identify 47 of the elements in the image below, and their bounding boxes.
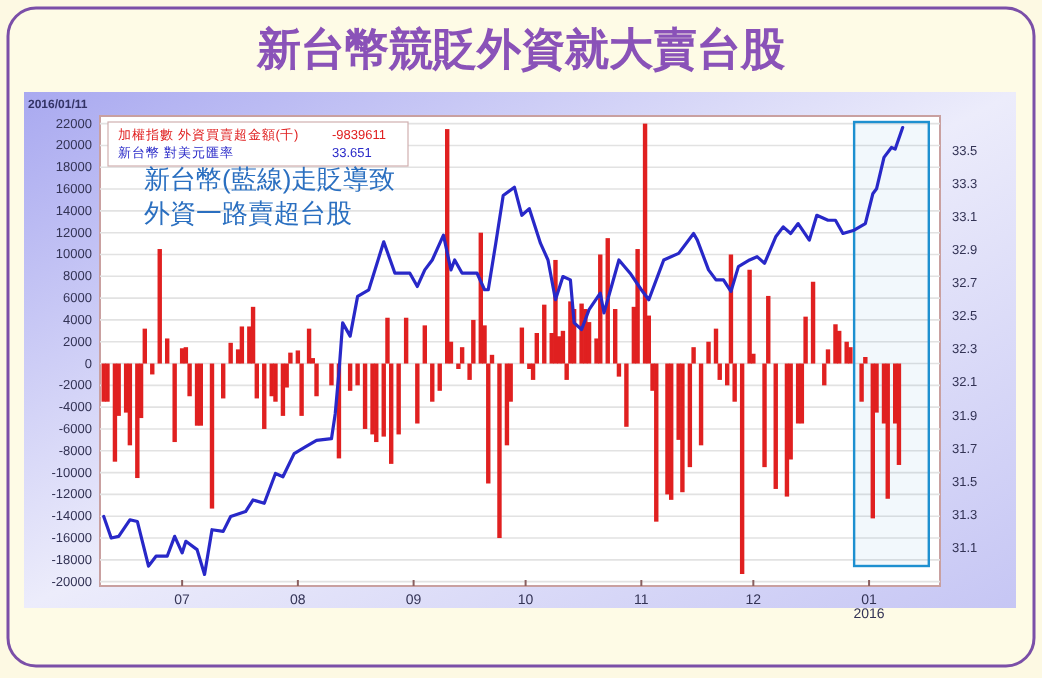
bar	[833, 324, 838, 364]
bar	[403, 317, 409, 364]
bar	[773, 363, 778, 489]
bar	[713, 328, 719, 364]
bar	[624, 363, 629, 427]
bar	[239, 326, 245, 364]
bar	[680, 363, 685, 493]
bar	[747, 269, 752, 364]
bar	[142, 328, 147, 364]
bar	[459, 347, 465, 364]
bar	[194, 363, 200, 426]
bar	[262, 363, 267, 429]
bar	[157, 249, 162, 364]
bar	[430, 363, 435, 402]
bar	[859, 363, 864, 402]
bar	[415, 363, 420, 424]
bar	[172, 363, 177, 443]
bar	[669, 363, 674, 500]
bar	[135, 363, 140, 479]
bar	[228, 342, 233, 364]
bar	[665, 363, 670, 495]
bar	[198, 363, 203, 426]
bar	[422, 325, 427, 364]
annotation: 新台幣(藍線)走貶導致	[144, 164, 396, 194]
bar	[250, 306, 256, 364]
annotation: 外資一路賣超台股	[144, 198, 352, 228]
bar	[810, 281, 816, 364]
bar	[437, 363, 442, 391]
bar	[370, 363, 375, 435]
bar	[314, 363, 319, 397]
bar	[885, 363, 890, 499]
bar	[739, 363, 745, 574]
bar	[209, 363, 215, 509]
bar	[306, 328, 312, 364]
bar	[848, 347, 853, 364]
chart-title: 新台幣競貶外資就大賣台股	[255, 24, 787, 74]
bar	[362, 363, 368, 429]
bar	[654, 363, 659, 522]
bar	[698, 363, 704, 446]
bar	[347, 363, 353, 391]
bar	[542, 304, 547, 364]
bar	[896, 363, 902, 465]
bar	[497, 363, 502, 539]
bar	[837, 330, 842, 364]
line-series	[102, 125, 905, 577]
bar	[519, 327, 525, 364]
bar	[374, 363, 379, 443]
